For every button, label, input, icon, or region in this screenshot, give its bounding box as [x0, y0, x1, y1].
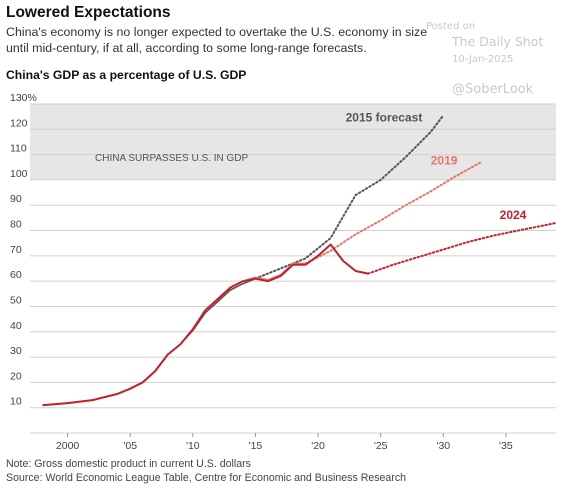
x-tick-label: '30 — [436, 440, 450, 452]
y-tick-label: 100 — [10, 168, 28, 180]
series-2015-forecast-forecast-line — [254, 114, 445, 280]
series-lines — [42, 114, 557, 407]
watermark-handle: @SoberLook — [452, 82, 534, 97]
series-2024-actual-line — [42, 243, 369, 407]
x-tick-label: '20 — [311, 440, 325, 452]
grid-lines — [30, 103, 556, 434]
section-title: China's GDP as a percentage of U.S. GDP — [6, 68, 247, 82]
watermark-date: 10-Jan-2025 — [452, 54, 514, 65]
series-2024-forecast-line — [367, 221, 557, 275]
y-axis: 10 20 30 40 50 60 70 80 90 100 110 120 130% — [10, 92, 37, 408]
series-2019-forecast-line — [304, 161, 482, 265]
surpass-region — [30, 104, 556, 180]
surpass-region-label: CHINA SURPASSES U.S. IN GDP — [95, 153, 249, 164]
x-tick-label: '35 — [499, 440, 513, 452]
legend-label-2015-forecast: 2015 forecast — [346, 111, 423, 125]
y-tick-label: 90 — [10, 193, 22, 205]
x-tick-label: '15 — [249, 440, 263, 452]
watermark-posted-on: Posted on — [426, 21, 476, 32]
y-tick-label: 110 — [10, 143, 27, 155]
y-tick-label: 60 — [10, 269, 22, 281]
series-2019-actual-line — [42, 262, 306, 406]
x-tick-label: '25 — [374, 440, 388, 452]
chart-title: Lowered Expectations — [6, 4, 171, 21]
y-tick-label: 20 — [10, 370, 22, 382]
x-tick-label: '10 — [186, 440, 200, 452]
chart-note: Note: Gross domestic product in current … — [6, 458, 251, 470]
series-2015-forecast-actual-line — [42, 277, 256, 406]
x-tick-label: 2000 — [56, 440, 80, 452]
legend-label-2024: 2024 — [500, 208, 527, 222]
y-tick-label: 50 — [10, 294, 22, 306]
y-tick-label: 80 — [10, 219, 22, 231]
y-tick-label: 40 — [10, 320, 22, 332]
x-axis: 2000 '05 '10 '15 '20 '25 '30 '35 — [56, 433, 513, 452]
chart-source: Source: World Economic League Table, Cen… — [6, 472, 407, 484]
legend-label-2019: 2019 — [431, 154, 458, 168]
y-tick-label: 10 — [10, 396, 22, 408]
chart-subtitle: China's economy is no longer expected to… — [6, 25, 428, 55]
y-tick-label: 70 — [10, 244, 22, 256]
x-tick-label: '05 — [123, 440, 137, 452]
y-tick-label: 120 — [10, 117, 28, 129]
y-tick-label: 30 — [10, 345, 22, 357]
watermark-source: The Daily Shot — [452, 34, 544, 49]
y-tick-label: 130% — [10, 92, 37, 104]
